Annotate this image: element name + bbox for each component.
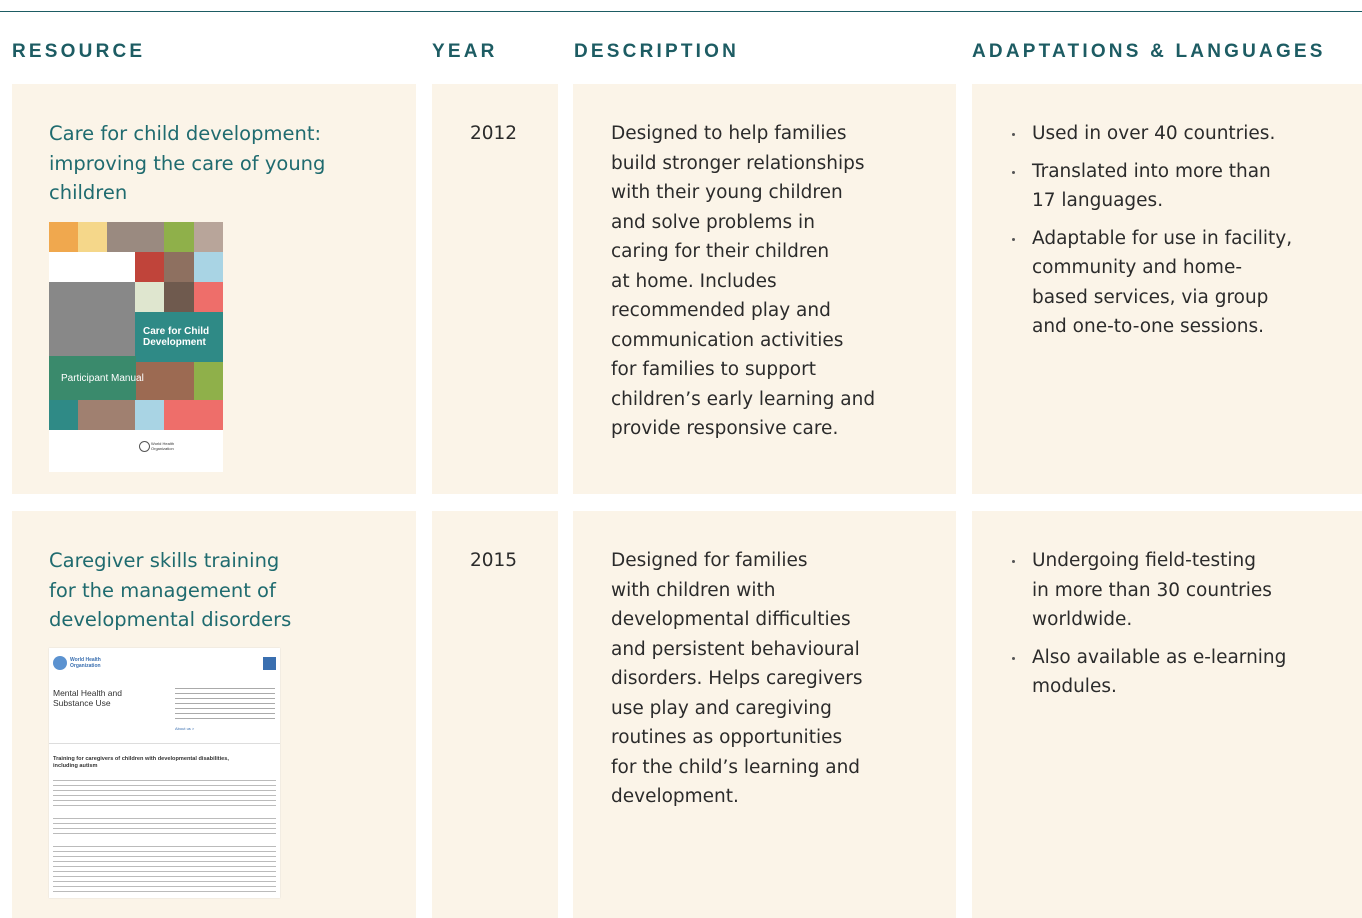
list-item-line: in more than 30 countries [1032, 579, 1272, 601]
list-item-line: Translated into more than [1032, 160, 1271, 182]
cover-subtitle: Participant Manual [61, 373, 144, 384]
list-item-line: community and home- [1032, 257, 1243, 278]
title-line: improving the care of young [49, 151, 326, 175]
section-title: Mental Health and Substance Use [53, 688, 122, 708]
logo-text: World Health Organization [151, 441, 175, 451]
table-cell [972, 84, 1362, 494]
description-line: provide responsive care. [611, 418, 839, 439]
description: Designed for families with children with d… [611, 546, 863, 812]
resource-title: Care for child development: improving the… [49, 119, 325, 208]
list-item-line: modules. [1032, 676, 1117, 697]
list-item-line: based services, via group [1032, 286, 1269, 308]
description-line: build stronger relationships [611, 152, 865, 174]
description-line: use play and caregiving [611, 697, 832, 719]
cover-title-line: Care for Child [143, 326, 210, 337]
webpage-thumbnail: World Health Organization Mental Health … [49, 648, 280, 898]
column-header: RESOURCE [12, 41, 146, 62]
year-text: 2012 [470, 123, 518, 144]
list-item-line: and one-to-one sessions. [1032, 316, 1265, 337]
section-title-line: Mental Health and [53, 688, 122, 698]
list-item-line: Also available as e-learning [1032, 646, 1287, 668]
table-cell [972, 511, 1362, 918]
cover-thumbnail: Care for Child Development Participant Ma… [49, 222, 223, 472]
year: 2012 [470, 119, 517, 149]
resource-title: Caregiver skills training for the managem… [49, 546, 291, 635]
table-cell [573, 511, 956, 918]
description-line: at home. Includes [611, 270, 777, 292]
description-line: for families to support [611, 359, 816, 380]
page-heading-line: Training for caregivers of children with… [53, 756, 229, 762]
table-cell [573, 84, 956, 494]
description-line: children’s early learning and [611, 388, 876, 410]
description-line: development. [611, 786, 739, 807]
description-line: with their young children [611, 182, 843, 203]
cover-title-line: Development [143, 337, 206, 348]
column-header: DESCRIPTION [574, 41, 740, 62]
description-line: caring for their children [611, 241, 830, 262]
description-line: routines as opportunities [611, 727, 843, 748]
year-text: 2015 [470, 550, 518, 571]
list-item-line: Adaptable for use in facility, [1032, 227, 1293, 249]
about-link[interactable]: About us > [175, 726, 195, 731]
adaptations-list: Used in over 40 countries. Translated int… [1011, 119, 1293, 350]
title-line: developmental disorders [49, 608, 292, 631]
page-heading-line: including autism [53, 763, 98, 769]
column-header: YEAR [432, 41, 498, 62]
list-item: Translated into more than 17 languages. [1011, 157, 1292, 216]
description-line: and persistent behavioural [611, 638, 860, 660]
table-cell [432, 511, 558, 918]
table-cell [432, 84, 558, 494]
year: 2015 [470, 546, 517, 576]
description-line: disorders. Helps caregivers [611, 668, 863, 689]
title-line: children [49, 181, 128, 204]
description-line: recommended play and [611, 300, 831, 321]
title-line: Caregiver skills training [49, 549, 280, 572]
logo-text: World Health Organization [70, 657, 101, 669]
top-rule [0, 11, 1362, 12]
title-line: Care for child development: [49, 122, 322, 145]
list-item: Undergoing field-testing in more than 30 … [1011, 546, 1286, 635]
description-line: Designed to help families [611, 123, 847, 144]
section-title-line: Substance Use [53, 698, 111, 708]
description-line: with children with [611, 579, 776, 601]
description-line: Designed for families [611, 550, 808, 571]
list-item-line: worldwide. [1032, 609, 1133, 630]
page-heading: Training for caregivers of children with… [53, 756, 229, 770]
list-item-line: Used in over 40 countries. [1032, 123, 1276, 144]
adaptations-list: Undergoing field-testing in more than 30 … [1011, 546, 1287, 710]
description-line: for the child’s learning and [611, 756, 861, 778]
list-item: Also available as e-learning modules. [1011, 643, 1287, 702]
list-item-line: 17 languages. [1032, 190, 1164, 211]
list-item-line: Undergoing field-testing [1032, 550, 1256, 571]
cover-title: Care for Child Development [143, 326, 209, 348]
description-line: communication activities [611, 329, 844, 351]
description-line: developmental difficulties [611, 609, 851, 630]
list-item: Adaptable for use in facility, community … [1011, 224, 1293, 342]
column-header: ADAPTATIONS & LANGUAGES [972, 41, 1326, 62]
list-item: Used in over 40 countries. [1011, 119, 1292, 149]
description-line: and solve problems in [611, 211, 815, 233]
title-line: for the management of [49, 578, 276, 602]
description: Designed to help families build stronger … [611, 119, 875, 444]
